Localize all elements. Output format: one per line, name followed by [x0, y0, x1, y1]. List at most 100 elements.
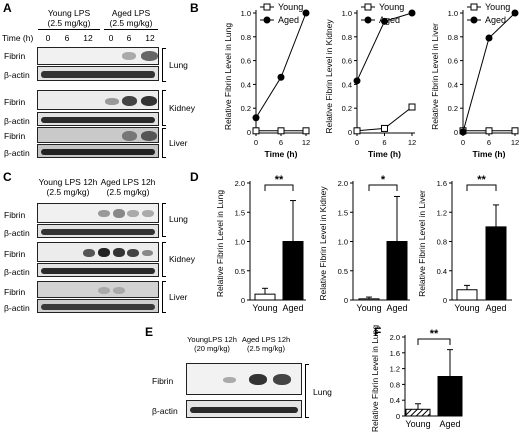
y-tick-label: 0.4	[437, 267, 447, 276]
y-tick-label: 0.8	[437, 238, 447, 247]
bar-aged	[386, 241, 408, 301]
bracket	[162, 48, 166, 82]
data-point-aged	[408, 9, 416, 17]
data-point-young	[511, 127, 519, 135]
y-tick-label: 0	[348, 128, 352, 137]
tissue-label-liver: Liver	[169, 292, 188, 302]
y-tick-label: 1.2	[437, 208, 447, 217]
y-tick-label: 1.6	[390, 349, 400, 358]
tissue-label-lung: Lung	[169, 60, 188, 70]
blot-a-kidney-actin	[37, 112, 159, 126]
dose-label-young: (2.5 mg/kg)	[47, 18, 91, 28]
data-point-aged	[252, 114, 260, 122]
time-tick: 6	[126, 33, 132, 43]
y-tick-label: 1.0	[338, 238, 348, 247]
blot-a-lung-actin	[37, 66, 159, 81]
row-label-actin: β-actin	[4, 303, 30, 313]
series-line-aged	[462, 12, 516, 133]
bracket	[305, 364, 309, 418]
data-point-young	[302, 127, 310, 135]
y-tick-label: 0	[247, 128, 251, 137]
y-tick-label: 0	[443, 296, 447, 305]
series-line-aged	[255, 12, 307, 118]
y-tick-label: 0.6	[241, 57, 251, 66]
bracket	[162, 128, 166, 158]
dose-label-aged: (2.5 mg/kg)	[106, 187, 150, 197]
significance-label: **	[477, 174, 486, 186]
y-tick-label: 0	[241, 296, 245, 305]
tissue-label-kidney: Kidney	[169, 103, 195, 113]
y-axis-label: Relative Fibrin Level in Kidney	[324, 19, 334, 134]
legend-marker	[364, 16, 372, 24]
row-label-actin: β-actin	[152, 406, 178, 416]
data-point-young	[485, 127, 493, 135]
panel-label-e: E	[145, 325, 154, 339]
blot-a-liver-fibrin	[37, 127, 159, 143]
blot-c-liver-fibrin	[37, 281, 159, 298]
data-point-aged	[302, 9, 310, 17]
row-label-actin: β-actin	[4, 148, 30, 158]
x-tick-label: 12	[511, 138, 519, 147]
y-tick-label: 1.6	[437, 179, 447, 188]
bracket	[162, 203, 166, 237]
bracket	[162, 242, 166, 277]
x-tick-label: 12	[302, 138, 310, 147]
y-tick-label: 1.0	[241, 9, 251, 18]
x-tick-label: 6	[382, 138, 386, 147]
group-label-aged: Aged LPS 12h	[241, 335, 291, 344]
data-point-young	[381, 124, 388, 132]
x-tick-label: 6	[487, 138, 491, 147]
significance-label: **	[430, 328, 439, 340]
x-tick-label: 6	[279, 138, 283, 147]
row-label-actin: β-actin	[4, 228, 30, 238]
bar-aged	[282, 241, 304, 301]
blot-c-kidney-actin	[37, 263, 159, 277]
time-tick: 0	[108, 33, 114, 43]
y-tick-label: 1.5	[235, 208, 245, 217]
dose-label-aged: (2.5 mg/kg)	[109, 18, 153, 28]
tissue-label-liver: Liver	[169, 138, 188, 148]
x-tick-label: Young	[252, 303, 277, 313]
time-tick: 12	[145, 33, 155, 43]
y-axis-label: Relative Fibrin Level in Lung	[370, 325, 380, 433]
bracket	[162, 90, 166, 126]
panel-label-b: B	[190, 1, 199, 15]
x-tick-label: Young	[454, 303, 479, 313]
data-point-aged	[511, 9, 519, 17]
legend-label: Aged	[278, 15, 299, 25]
group-label-aged: Aged LPS 12h	[100, 177, 156, 187]
bar-aged	[485, 226, 507, 301]
group-label-young: Young LPS	[47, 8, 91, 18]
x-tick-label: 12	[408, 138, 416, 147]
y-tick-label: 0.8	[448, 33, 458, 42]
y-tick-label: 0.4	[241, 80, 251, 89]
data-point-young	[252, 127, 260, 135]
y-axis-label: Relative Fibrin Level in Liver	[417, 190, 427, 297]
y-tick-label: 0.5	[235, 267, 245, 276]
legend-marker	[470, 3, 478, 11]
tissue-label-lung: Lung	[169, 214, 188, 224]
x-tick-label: Aged	[282, 303, 303, 313]
y-axis-label: Relative Fibrin Level in Liver	[430, 23, 440, 130]
blot-e-actin	[186, 400, 302, 418]
dose-label-young: (2.5 mg/kg)	[46, 187, 90, 197]
row-label-fibrin: Fibrin	[4, 287, 26, 297]
data-point-young	[277, 127, 285, 135]
data-point-aged	[277, 73, 285, 81]
y-tick-label: 0.4	[390, 396, 400, 405]
data-point-aged	[459, 128, 467, 136]
y-tick-label: 1.5	[338, 208, 348, 217]
y-tick-label: 0.2	[241, 104, 251, 113]
significance-bracket	[368, 184, 398, 191]
bar-young	[405, 408, 431, 417]
y-tick-label: 2.0	[235, 179, 245, 188]
tissue-label-lung: Lung	[313, 387, 332, 397]
aged-underline	[104, 29, 158, 30]
legend-marker	[263, 3, 271, 11]
blot-a-liver-actin	[37, 144, 159, 158]
legend-marker	[364, 3, 372, 11]
data-point-young	[408, 103, 416, 111]
y-tick-label: 0.4	[342, 80, 352, 89]
dose-label-aged: (2.5 mg/kg)	[247, 344, 285, 353]
